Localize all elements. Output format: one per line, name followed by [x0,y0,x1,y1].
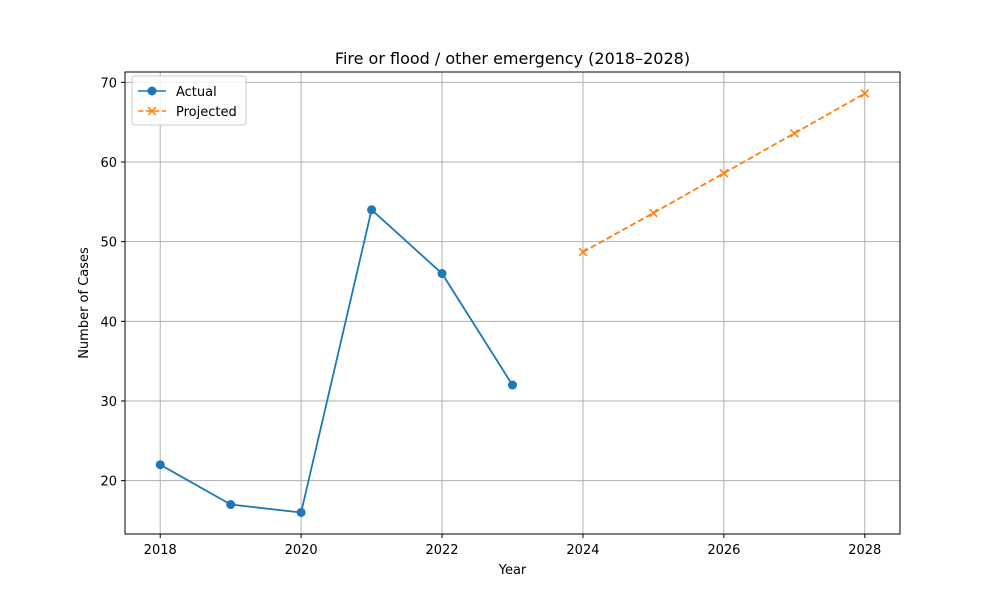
data-point-projected [649,208,658,218]
data-point-projected [860,89,870,98]
x-tick-label: 2018 [144,543,177,558]
plot-frame [124,71,901,535]
data-point-actual [437,269,447,279]
y-tick-label: 60 [100,156,117,171]
legend-marker-actual [147,86,157,96]
x-tick-label: 2026 [707,543,740,558]
grid [125,72,900,534]
data-point-actual [296,507,306,517]
x-tick-label: 2024 [566,543,599,558]
y-tick-label: 70 [100,76,117,91]
series-line-actual [159,208,514,514]
chart-title: Fire or flood / other emergency (2018–20… [335,49,690,68]
data-point-projected [578,247,588,257]
legend: Actual Projected [131,75,247,126]
x-tick-label: 2022 [425,543,458,558]
legend-marker-projected [147,106,157,116]
x-tick-label: 2020 [285,543,318,558]
y-tick-label: 20 [100,475,117,490]
y-tick-label: 50 [100,236,117,251]
data-point-actual [226,500,236,510]
legend-box [131,75,247,126]
data-point-projected [789,129,799,138]
x-axis-label: Year [498,563,527,578]
y-tick-label: 40 [100,315,117,330]
data-point-actual [367,205,377,215]
y-tick-label: 30 [100,395,117,410]
legend-label-actual: Actual [176,85,217,100]
data-point-projected [719,168,729,178]
plot-series [155,89,870,517]
data-point-actual [155,460,165,470]
data-point-actual [508,380,517,390]
x-tick-label: 2028 [848,543,881,558]
legend-label-projected: Projected [176,105,237,120]
y-axis-label: Number of Cases [77,247,92,359]
